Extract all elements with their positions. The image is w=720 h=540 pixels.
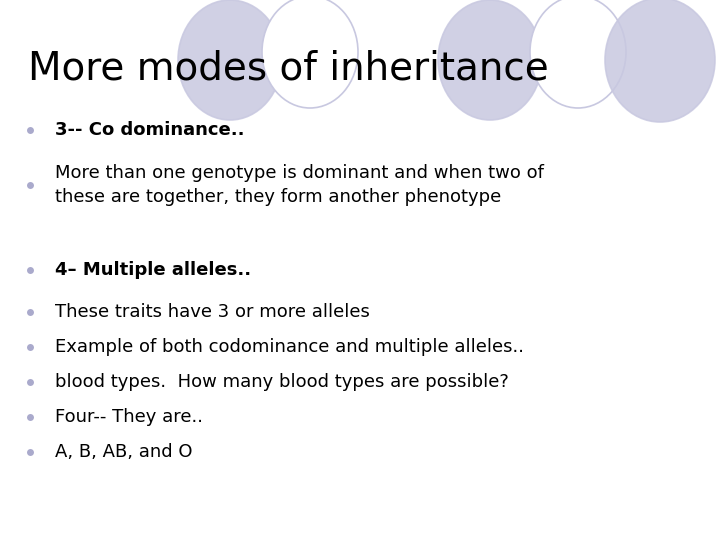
Text: More than one genotype is dominant and when two of
these are together, they form: More than one genotype is dominant and w… — [55, 164, 544, 206]
Ellipse shape — [178, 0, 282, 120]
Text: 3-- Co dominance..: 3-- Co dominance.. — [55, 121, 245, 139]
Ellipse shape — [262, 0, 358, 108]
Text: More modes of inheritance: More modes of inheritance — [28, 50, 549, 88]
Text: A, B, AB, and O: A, B, AB, and O — [55, 443, 192, 461]
Text: Four-- They are..: Four-- They are.. — [55, 408, 203, 426]
Text: 4– Multiple alleles..: 4– Multiple alleles.. — [55, 261, 251, 279]
Ellipse shape — [605, 0, 715, 122]
Ellipse shape — [438, 0, 542, 120]
Text: blood types.  How many blood types are possible?: blood types. How many blood types are po… — [55, 373, 509, 391]
Ellipse shape — [530, 0, 626, 108]
Text: These traits have 3 or more alleles: These traits have 3 or more alleles — [55, 303, 370, 321]
Text: Example of both codominance and multiple alleles..: Example of both codominance and multiple… — [55, 338, 524, 356]
